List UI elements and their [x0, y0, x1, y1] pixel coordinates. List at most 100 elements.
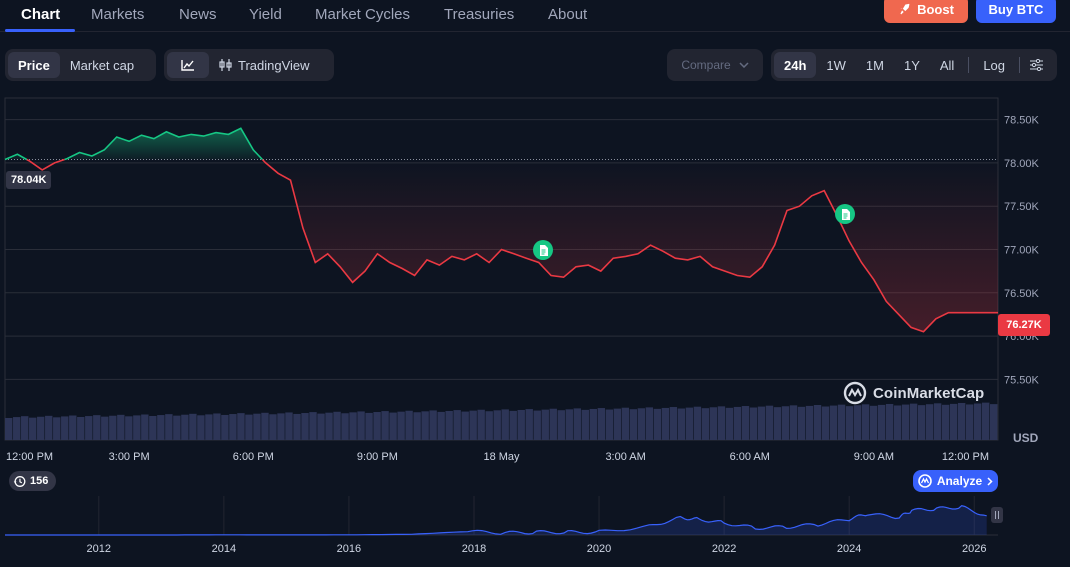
news-marker[interactable]: [533, 240, 553, 260]
volume-bar: [557, 410, 565, 440]
range-1y[interactable]: 1Y: [903, 57, 920, 73]
price-chart[interactable]: 78.50K78.00K77.50K77.00K76.50K76.00K75.5…: [0, 96, 1070, 468]
volume-bar: [461, 411, 469, 440]
navigator-area: [5, 505, 987, 535]
volume-bar: [869, 405, 878, 440]
y-tick-label: 78.00K: [1004, 158, 1040, 170]
navigator-tick-label: 2024: [837, 543, 861, 555]
volume-bar: [693, 406, 702, 440]
x-tick-label: 9:00 PM: [357, 451, 398, 463]
volume-bar: [101, 416, 109, 440]
volume-bar: [413, 412, 421, 440]
range-all[interactable]: All: [939, 57, 955, 73]
history-icon: [13, 475, 26, 487]
volume-bar: [205, 414, 213, 440]
volume-bar: [949, 403, 958, 440]
navigator-tick-label: 2022: [712, 543, 736, 555]
volume-bar: [765, 405, 774, 440]
history-badge[interactable]: 156: [9, 471, 57, 491]
buy-btc-button[interactable]: Buy BTC: [976, 0, 1056, 23]
buy-btc-label: Buy BTC: [988, 2, 1044, 17]
x-tick-label: 9:00 AM: [854, 451, 894, 463]
volume-bar: [69, 415, 77, 440]
range-24h[interactable]: 24h: [774, 52, 817, 78]
tab-about[interactable]: About: [548, 6, 588, 23]
price-tab[interactable]: Price: [8, 52, 60, 78]
tab-treasuries[interactable]: Treasuries: [444, 6, 515, 23]
volume-bar: [85, 416, 93, 440]
tab-yield[interactable]: Yield: [249, 6, 282, 23]
volume-bar: [197, 415, 205, 440]
volume-bar: [245, 414, 253, 440]
volume-bar: [317, 413, 325, 440]
volume-bar: [133, 415, 141, 440]
volume-bar: [181, 414, 189, 440]
line-chart-button[interactable]: [167, 52, 209, 78]
volume-bar: [829, 405, 838, 440]
price-area-below-open: [26, 159, 998, 332]
volume-bar: [701, 408, 710, 440]
volume-bar: [597, 408, 606, 440]
volume-bar: [149, 415, 157, 440]
volume-bar: [717, 406, 726, 440]
volume-bar: [981, 402, 990, 440]
volume-bar: [813, 404, 822, 440]
settings-button[interactable]: [1024, 52, 1049, 78]
volume-bar: [725, 407, 734, 440]
market-cap-tab[interactable]: Market cap: [69, 57, 135, 73]
volume-bar: [965, 404, 974, 440]
volume-bar: [445, 410, 453, 440]
x-tick-label: 3:00 PM: [109, 451, 150, 463]
volume-bar: [773, 407, 782, 440]
volume-bar: [13, 417, 21, 440]
volume-bar: [501, 409, 509, 440]
tradingview-label: TradingView: [238, 57, 310, 73]
volume-bar: [757, 406, 766, 440]
volume-bar: [797, 406, 806, 440]
volume-bar: [141, 414, 149, 440]
y-tick-label: 78.50K: [1004, 115, 1040, 127]
analyze-button[interactable]: Analyze: [913, 470, 998, 492]
tradingview-button[interactable]: TradingView: [209, 52, 320, 78]
volume-bar: [301, 413, 309, 440]
volume-bar: [493, 410, 501, 440]
volume-bar: [405, 410, 413, 440]
boost-button[interactable]: Boost: [884, 0, 968, 23]
volume-bar: [29, 417, 37, 440]
tab-news[interactable]: News: [179, 6, 217, 23]
tab-market-cycles[interactable]: Market Cycles: [315, 6, 411, 23]
volume-bar: [605, 409, 614, 440]
news-marker[interactable]: [835, 204, 855, 224]
navigator-handle[interactable]: [991, 507, 1003, 523]
log-toggle[interactable]: Log: [983, 57, 1006, 73]
volume-bar: [37, 416, 45, 440]
volume-bar: [989, 404, 998, 440]
volume-bar: [173, 415, 181, 440]
tab-chart[interactable]: Chart: [21, 6, 61, 23]
x-tick-label: 6:00 AM: [730, 451, 770, 463]
x-tick-label: 12:00 PM: [6, 451, 53, 463]
volume-bar: [453, 410, 461, 440]
volume-bar: [541, 409, 549, 440]
volume-bar: [645, 407, 654, 440]
navigator-grid: [98, 496, 975, 535]
volume-bar: [373, 412, 381, 440]
volume-bar: [885, 403, 894, 440]
volume-bar: [357, 411, 365, 440]
y-tick-label: 75.50K: [1004, 374, 1040, 386]
volume-bar: [661, 407, 670, 440]
volume-bar: [637, 408, 646, 440]
range-1w[interactable]: 1W: [826, 57, 846, 73]
volume-bar: [877, 404, 886, 440]
tab-markets[interactable]: Markets: [91, 6, 145, 23]
volume-bar: [621, 407, 630, 440]
range-navigator[interactable]: 2012 2014 2016 2018 2020 2022 2024 2026: [0, 494, 1070, 567]
watermark-text: CoinMarketCap: [873, 384, 985, 402]
volume-bar: [805, 405, 814, 440]
divider: [968, 57, 970, 73]
x-tick-label: 18 May: [483, 451, 520, 463]
price-line-up: [4, 127, 263, 161]
active-tab-indicator: [5, 29, 75, 32]
range-1m[interactable]: 1M: [865, 57, 884, 73]
compare-dropdown[interactable]: Compare: [667, 49, 763, 81]
